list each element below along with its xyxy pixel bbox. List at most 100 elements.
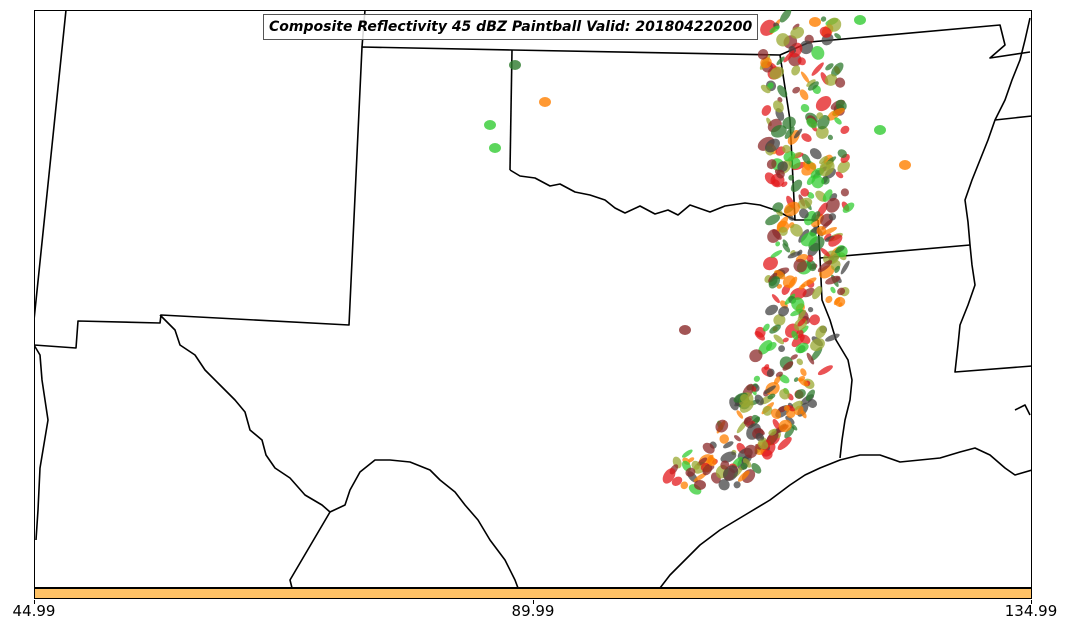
paintball-blob [773,314,786,326]
paintball-blob [680,481,689,490]
paintball-blob [761,105,772,116]
paintball-blob [782,243,791,253]
paintball-blob [824,74,838,86]
colorbar [34,588,1032,599]
paintball-blob [811,211,821,222]
paintball-blob [825,275,841,285]
paintball-blob [809,17,821,27]
paintball-blob [764,364,770,370]
paintball-blob [775,241,781,247]
paintball-blob [764,385,776,394]
paintball-blob [777,436,792,451]
paintball-blob [840,260,850,275]
paintball-blob [805,389,815,401]
paintball-blob [760,84,771,94]
paintball-blob [783,201,801,217]
paintball-blob [825,197,840,213]
paintball-blob [772,202,784,213]
paintball-blob [751,414,760,423]
colorbar-tick [533,600,534,604]
paintball-blob [798,378,809,387]
paintball-blob [757,439,769,450]
paintball-blob [662,468,676,484]
paintball-blob [801,153,811,165]
paintball-blob [788,174,795,181]
border-chihuahua [289,511,331,588]
colorbar-tick-label-mid: 89.99 [511,602,555,620]
paintball-blob [778,374,790,384]
paintball-blob [776,33,790,47]
paintball-blob [825,63,834,71]
paintball-blob [790,26,805,39]
paintball-blob [766,159,777,170]
paintball-blob [767,393,776,400]
paintball-blob [793,258,808,273]
paintball-blob [758,340,773,355]
paintball-blob [809,148,822,160]
paintball-blob [800,188,810,197]
paintball-blob [720,460,730,470]
paintball-blob [679,325,691,335]
paintball-blob [779,388,790,400]
paintball-blob [760,57,772,69]
paintball-blob [787,251,801,259]
paintball-blob [757,49,769,60]
border-la-tx [819,257,853,459]
paintball-blob [694,480,706,490]
paintball-blob [817,365,833,376]
paintball-blob [777,85,788,98]
paintball-blob [772,418,781,430]
paintball-blob [792,86,801,94]
paintball-blob [781,181,788,188]
paintball-blob [778,306,790,317]
paintball-blob [782,239,789,247]
border-co-nm [34,46,513,349]
paintball-blob [816,226,827,236]
paintball-blob [539,97,551,107]
paintball-blob [776,169,785,179]
paintball-blob [779,10,792,23]
paintball-blob [768,429,777,436]
paintball-blob [899,160,911,170]
paintball-blob [740,462,748,470]
paintball-blob [691,460,700,470]
paintball-blob [835,171,844,179]
paintball-blob [840,188,849,197]
paintball-blob [797,57,806,66]
paintball-blob [827,134,833,141]
paintball-blob [782,144,791,154]
paintball-blob [807,398,818,409]
paintball-blob [793,377,799,382]
paintball-blob [819,160,835,177]
paintball-blob [837,149,847,158]
paintball-blob [782,337,789,343]
paintball-blob [842,202,855,213]
paintball-blob [723,465,739,482]
paintball-blob [800,71,810,84]
paintball-blob [772,229,782,240]
paintball-blob [782,116,796,130]
paintball-blob [739,400,754,413]
paintball-blob [762,449,773,460]
paintball-blob [815,325,827,339]
paintball-blob [489,143,501,153]
paintball-blob [800,232,818,247]
border-ms-east [994,115,1032,121]
paintball-blob [837,287,846,296]
paintball-blob [811,46,825,60]
paintball-blob [719,434,729,444]
paintball-blob [799,89,809,101]
paintball-blob [784,426,795,439]
paintball-blob [740,394,750,403]
paintball-blob [801,410,807,419]
paintball-blob [790,223,803,237]
paintball-blob [791,330,799,340]
paintball-blob [509,60,521,70]
paintball-blob [766,368,775,378]
paintball-blob [790,308,804,317]
paintball-blob [832,107,845,116]
paintball-blob [828,234,843,247]
paintball-blob [797,197,813,210]
paintball-blob [765,214,781,226]
